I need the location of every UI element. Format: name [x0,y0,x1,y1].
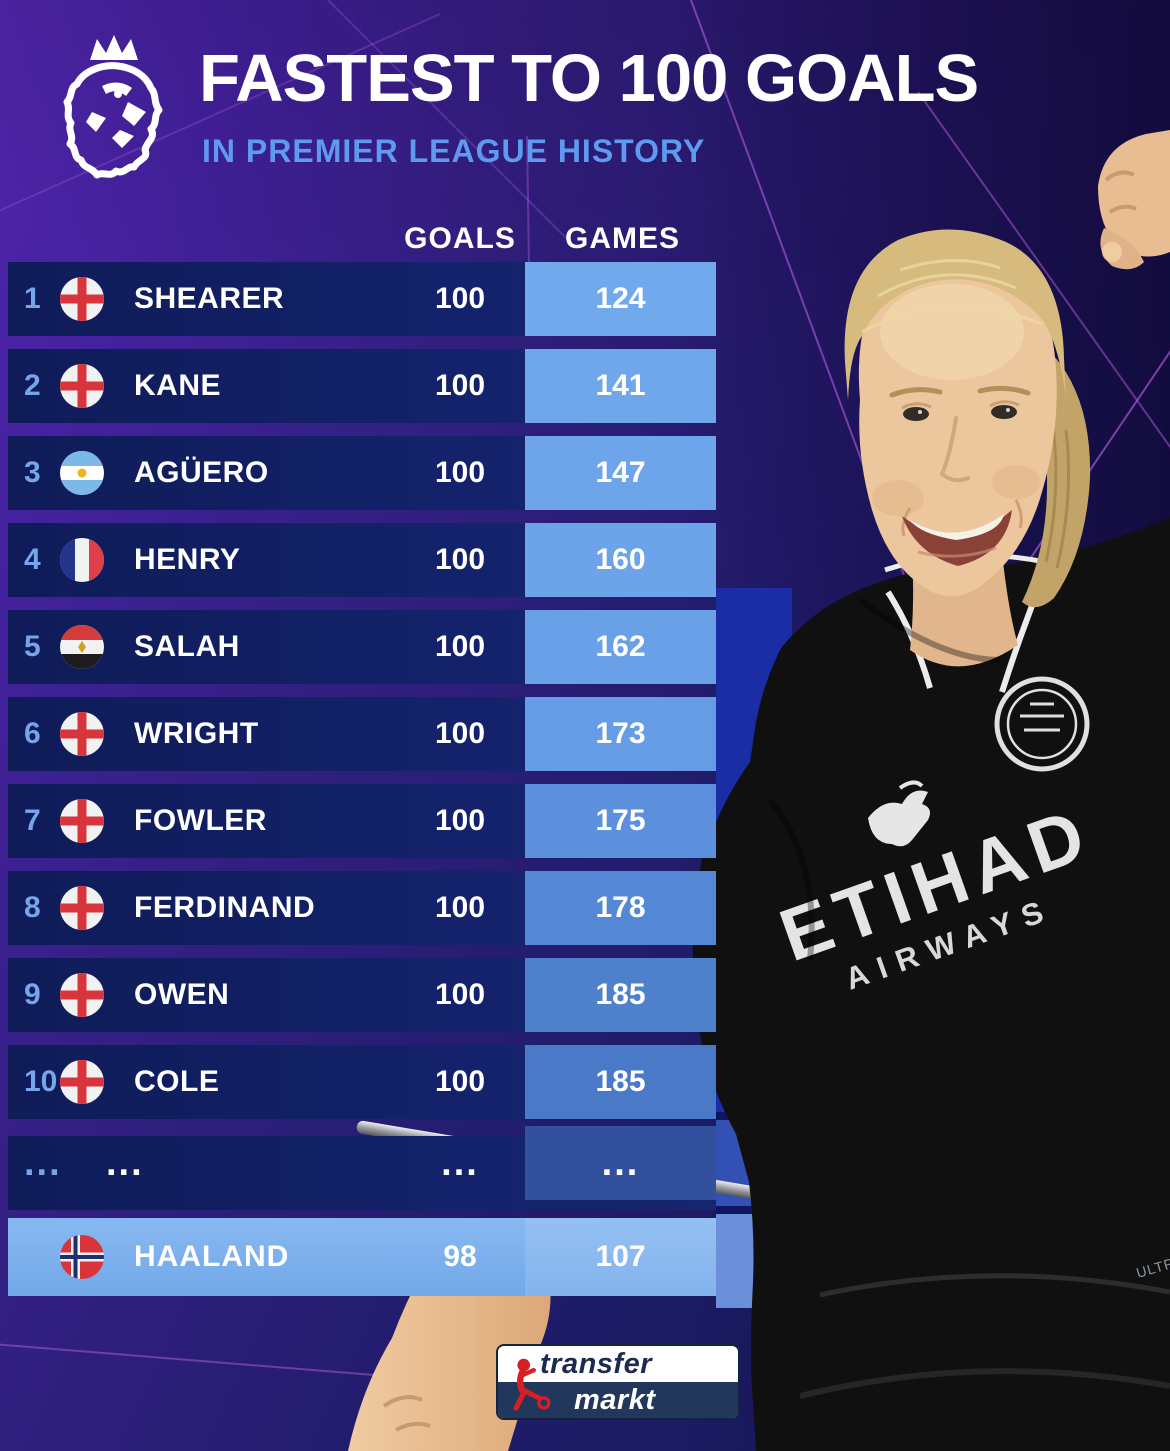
flag-argentina-icon [60,451,104,495]
flag-england-icon [60,712,104,756]
games-value: 147 [525,436,716,510]
player-name: FOWLER [134,804,267,837]
column-header-games: GAMES [564,222,680,255]
goals-value: 100 [434,630,486,663]
player-name: SALAH [134,630,240,663]
eyebrows [889,385,1031,398]
haaland-fist [1098,130,1170,270]
goals-value: 100 [434,369,486,402]
player-name: HENRY [134,543,241,576]
haaland-head [844,229,1091,608]
player-name: KANE [134,369,222,402]
transfermarkt-logo: transfer markt [496,1344,740,1420]
rank: 5 [24,630,41,663]
goals-value: 100 [434,1065,486,1098]
games-value: 162 [525,610,716,684]
flag-egypt-icon [60,625,104,669]
brand-text-transfer: transfer [540,1347,652,1380]
goals-value: 100 [434,804,486,837]
table-row: 2 KANE 100 141 [8,349,716,423]
premier-league-lion-icon [63,35,163,179]
table-row-ellipsis: ... ... ... ... [8,1126,716,1210]
goals-value: 100 [434,282,486,315]
rank: 3 [24,456,41,489]
page-subtitle: IN PREMIER LEAGUE HISTORY [202,133,706,169]
rank: 6 [24,717,41,750]
flag-england-icon [60,364,104,408]
rank: 9 [24,978,41,1011]
goals-value: 100 [434,978,486,1011]
table-row: 10 COLE 100 185 [8,1045,716,1119]
flag-england-icon [60,1060,104,1104]
goals-value: ... [441,1141,479,1184]
rank: 4 [24,543,41,576]
goals-value: 100 [434,717,486,750]
flag-england-icon [60,277,104,321]
player-name: HAALAND [134,1240,290,1273]
rank: 7 [24,804,41,837]
rank: 2 [24,369,41,402]
table-row: 8 FERDINAND 100 178 [8,871,716,945]
flag-norway-icon [60,1235,104,1279]
games-value: 175 [525,784,716,858]
ranking-table: 1 SHEARER 100 124 2 KANE 100 141 3 AGÜER… [8,262,716,1296]
player-name: AGÜERO [134,456,269,489]
player-name: ... [106,1141,144,1184]
games-value: 124 [525,262,716,336]
transfermarkt-logo-top: transfer [498,1346,738,1382]
player-name: WRIGHT [134,717,259,750]
games-value: ... [525,1126,716,1200]
brand-text-markt: markt [574,1383,656,1416]
games-value: 185 [525,1045,716,1119]
flag-england-icon [60,886,104,930]
player-name: COLE [134,1065,220,1098]
hair [844,229,1066,400]
transfermarkt-kicker-icon [513,1358,551,1411]
games-value: 173 [525,697,716,771]
goals-value: 100 [434,543,486,576]
haaland-torso-shirt [692,518,1170,1451]
rank: ... [24,1141,62,1184]
player-name: SHEARER [134,282,285,315]
flag-england-icon [60,799,104,843]
games-value: 185 [525,958,716,1032]
table-row: 7 FOWLER 100 175 [8,784,716,858]
table-row: 6 WRIGHT 100 173 [8,697,716,771]
table-row: 3 AGÜERO 100 147 [8,436,716,510]
goals-value: 98 [443,1240,477,1273]
flag-england-icon [60,973,104,1017]
flag-france-icon [60,538,104,582]
rank: 10 [24,1065,58,1098]
table-row: 5 SALAH 100 162 [8,610,716,684]
man-city-badge-icon [994,676,1090,772]
transfermarkt-logo-bottom: markt [498,1382,738,1418]
games-value: 107 [525,1218,716,1296]
games-value: 160 [525,523,716,597]
table-row: 9 OWEN 100 185 [8,958,716,1032]
player-name: OWEN [134,978,230,1011]
nose [939,416,970,483]
games-value: 141 [525,349,716,423]
table-row: 1 SHEARER 100 124 [8,262,716,336]
goals-value: 100 [434,456,486,489]
puma-logo-icon [868,780,930,847]
rank: 1 [24,282,41,315]
games-value: 178 [525,871,716,945]
table-row-highlight-haaland: HAALAND 98 107 [8,1218,716,1296]
page-title: FASTEST TO 100 GOALS [199,41,979,116]
column-header-goals: GOALS [404,222,516,255]
rank: 8 [24,891,41,924]
goals-value: 100 [434,891,486,924]
player-name: FERDINAND [134,891,316,924]
table-row: 4 HENRY 100 160 [8,523,716,597]
